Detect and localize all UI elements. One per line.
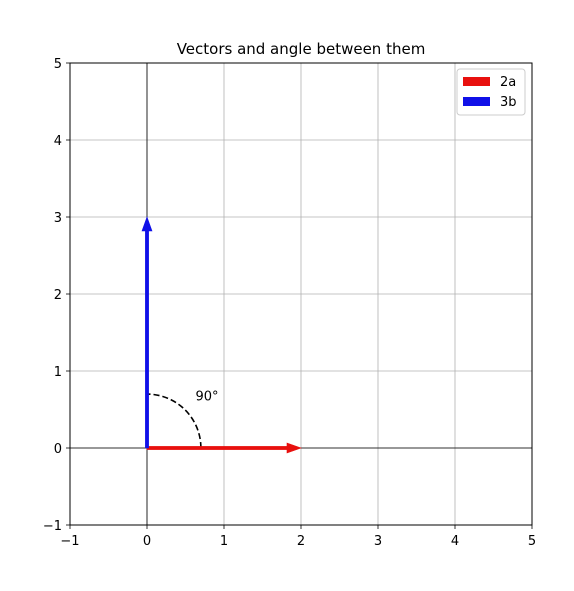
chart-title: Vectors and angle between them xyxy=(177,40,426,58)
x-tick-label-4: 3 xyxy=(374,534,382,549)
y-tick-label-3: 2 xyxy=(54,288,62,303)
vector-group xyxy=(141,216,302,454)
legend-swatch-2a xyxy=(463,77,490,86)
y-tick-label-4: 3 xyxy=(54,211,62,226)
x-tick-label-1: 0 xyxy=(143,534,151,549)
y-tick-label-6: 5 xyxy=(54,57,62,72)
angle-label: 90° xyxy=(196,389,219,404)
legend-swatch-3b xyxy=(463,97,490,106)
x-tick-label-2: 1 xyxy=(220,534,228,549)
x-tick-label-3: 2 xyxy=(297,534,305,549)
x-tick-label-0: −1 xyxy=(60,534,79,549)
angle-arc-group xyxy=(146,393,202,449)
tick-marks xyxy=(66,62,533,529)
y-tick-label-5: 4 xyxy=(54,134,62,149)
x-tick-label-5: 4 xyxy=(451,534,459,549)
vector-2a xyxy=(146,442,302,454)
annotation-group: 90° xyxy=(196,389,219,404)
tick-labels: −1 0 1 2 3 4 5 −1 0 1 2 3 4 5 xyxy=(43,57,536,549)
x-tick-label-6: 5 xyxy=(528,534,536,549)
y-tick-label-2: 1 xyxy=(54,365,62,380)
angle-arc xyxy=(146,393,202,449)
y-tick-label-0: −1 xyxy=(43,519,62,534)
legend-label-3b: 3b xyxy=(500,95,517,110)
vector-3b xyxy=(141,216,153,449)
legend-label-2a: 2a xyxy=(500,75,516,90)
y-tick-label-1: 0 xyxy=(54,442,62,457)
